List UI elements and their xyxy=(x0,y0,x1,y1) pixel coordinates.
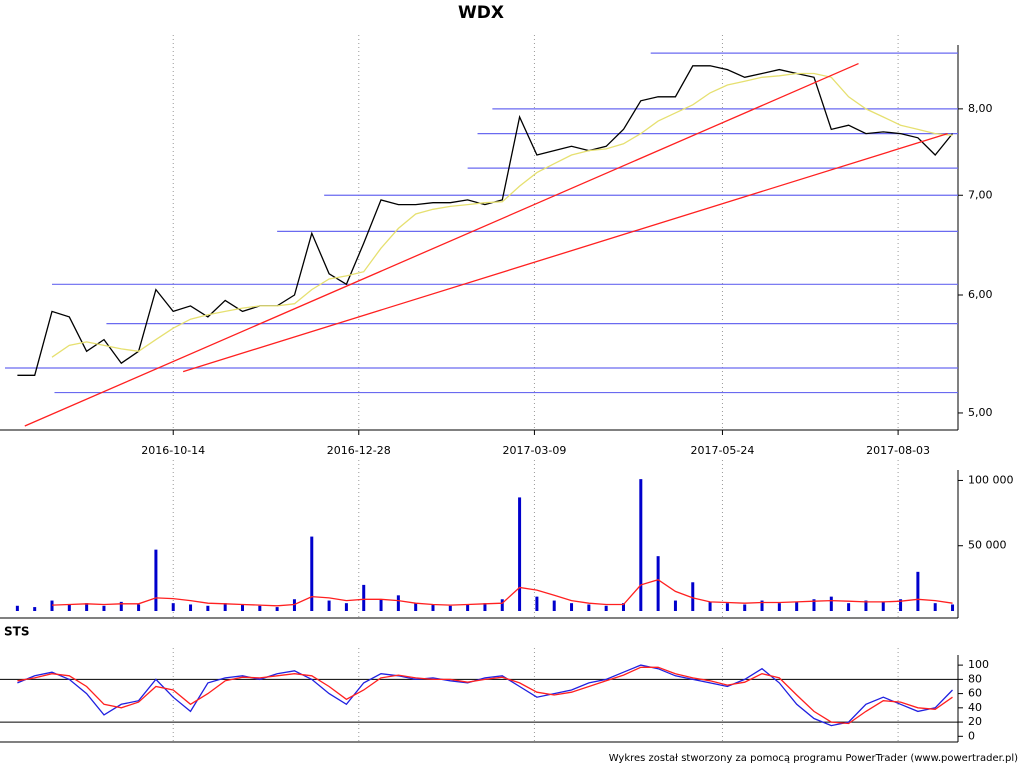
bar xyxy=(119,601,123,611)
bar xyxy=(500,599,504,611)
panel-title: STS xyxy=(4,625,29,639)
bar xyxy=(743,604,747,611)
bar xyxy=(483,603,487,611)
bar xyxy=(102,605,106,611)
y-tick-label: 100 000 xyxy=(968,473,1014,486)
bar xyxy=(708,601,712,611)
y-tick-label: 60 xyxy=(968,687,982,700)
bar xyxy=(812,599,816,611)
y-tick-label: 40 xyxy=(968,701,982,714)
chart-title: WDX xyxy=(458,3,504,23)
bar xyxy=(154,549,158,611)
bar xyxy=(760,600,764,611)
bar xyxy=(189,604,193,611)
bar xyxy=(362,584,366,611)
bar xyxy=(310,536,314,611)
bar xyxy=(673,600,677,611)
bar xyxy=(951,604,955,611)
x-tick-label: 2017-08-03 xyxy=(866,444,930,457)
y-tick-label: 100 xyxy=(968,658,989,671)
bar xyxy=(85,603,89,611)
series-line xyxy=(17,666,953,725)
bar xyxy=(587,604,591,611)
bar xyxy=(258,605,262,611)
y-tick-label: 0 xyxy=(968,729,975,742)
bar xyxy=(725,603,729,611)
bar xyxy=(241,604,244,611)
x-tick-label: 2017-05-24 xyxy=(690,444,754,457)
bar xyxy=(414,603,418,611)
bar xyxy=(570,603,574,611)
y-tick-label: 6,00 xyxy=(968,288,993,301)
bar xyxy=(50,600,54,611)
y-tick-label: 5,00 xyxy=(968,406,993,419)
series-line xyxy=(17,664,953,727)
x-tick-label: 2017-03-09 xyxy=(502,444,566,457)
series-line xyxy=(51,578,953,607)
bar xyxy=(656,556,660,611)
y-tick-label: 80 xyxy=(968,672,982,685)
bar xyxy=(327,600,331,611)
x-tick-label: 2016-10-14 xyxy=(141,444,205,457)
bar xyxy=(829,596,833,611)
bar xyxy=(448,605,452,611)
bar xyxy=(15,605,19,611)
bar xyxy=(933,603,937,611)
series-line xyxy=(51,72,953,358)
y-tick-label: 8,00 xyxy=(968,102,993,115)
bar xyxy=(535,596,539,611)
x-tick-label: 2016-12-28 xyxy=(327,444,391,457)
bar xyxy=(275,607,279,611)
bar xyxy=(396,595,400,611)
trend-line xyxy=(182,132,948,373)
bar xyxy=(881,601,885,611)
bar xyxy=(552,600,556,611)
bar xyxy=(795,601,799,611)
bar xyxy=(639,479,643,611)
bar xyxy=(604,605,608,611)
bar xyxy=(621,603,625,611)
bar xyxy=(864,600,868,611)
bar xyxy=(171,603,175,611)
y-tick-label: 50 000 xyxy=(968,539,1007,552)
bar xyxy=(223,603,227,611)
bar xyxy=(137,604,141,611)
bar xyxy=(899,599,903,611)
bar xyxy=(518,497,522,611)
trend-line xyxy=(24,62,859,427)
y-tick-label: 7,00 xyxy=(968,188,993,201)
bar xyxy=(466,604,470,611)
bar xyxy=(206,605,210,611)
footer: Wykres został stworzony za pomocą progra… xyxy=(609,753,1018,764)
bar xyxy=(847,603,851,611)
bar xyxy=(67,604,71,611)
bar xyxy=(379,599,383,611)
bar xyxy=(33,607,37,611)
bar xyxy=(431,604,435,611)
bar xyxy=(691,582,695,611)
bar xyxy=(344,603,348,611)
bar xyxy=(916,571,920,611)
bar xyxy=(777,603,781,611)
y-tick-label: 20 xyxy=(968,715,982,728)
